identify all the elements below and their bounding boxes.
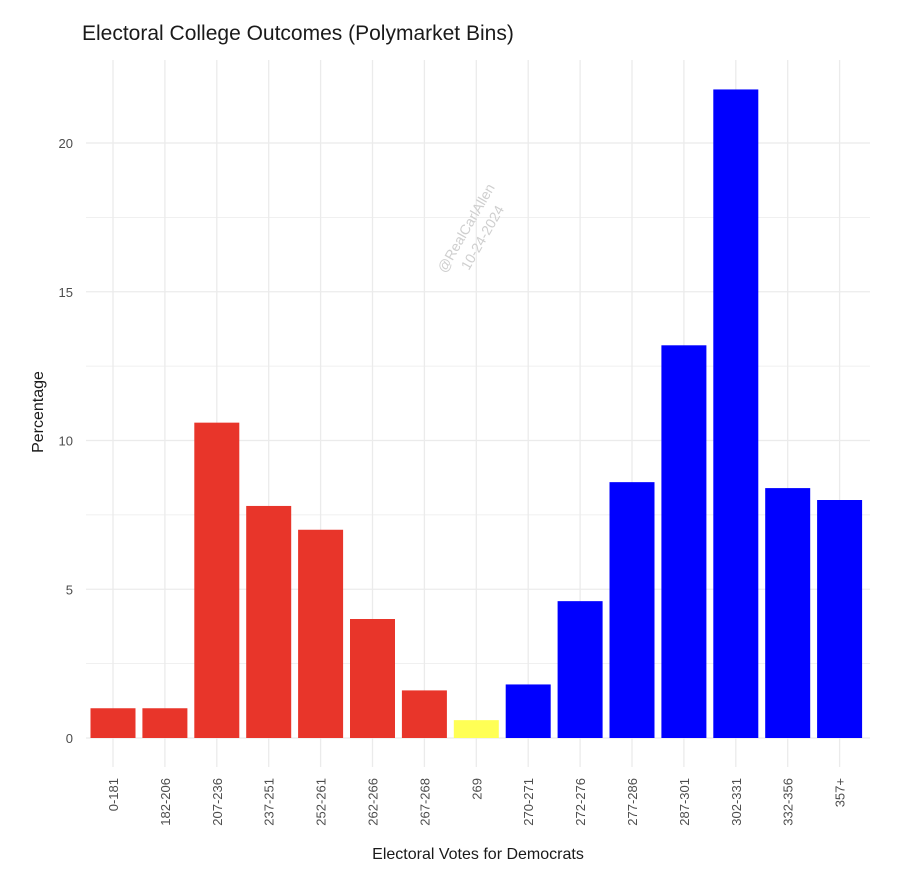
bar-357+ <box>817 500 863 738</box>
x-tick-label: 287-301 <box>677 778 692 826</box>
bar-270-271 <box>505 684 551 738</box>
bar-182-206 <box>142 708 188 738</box>
bars <box>90 89 863 738</box>
bar-237-251 <box>246 505 292 738</box>
y-axis-ticks: 0 5 10 15 20 <box>59 136 73 746</box>
y-tick-label: 15 <box>59 285 73 300</box>
y-tick-label: 20 <box>59 136 73 151</box>
bar-267-268 <box>401 690 447 738</box>
x-tick-label: 267-268 <box>417 778 432 826</box>
x-tick-label: 277-286 <box>625 778 640 826</box>
x-tick-label: 332-356 <box>781 778 796 826</box>
chart-title: Electoral College Outcomes (Polymarket B… <box>82 22 514 45</box>
bar-277-286 <box>609 482 655 738</box>
y-tick-label: 0 <box>66 731 73 746</box>
bar-272-276 <box>557 601 603 738</box>
x-tick-label: 262-266 <box>366 778 381 826</box>
x-tick-label: 207-236 <box>210 778 225 826</box>
x-tick-label: 237-251 <box>262 778 277 826</box>
x-axis-ticks: 0-181 182-206 207-236 237-251 252-261 262-266… <box>106 778 848 826</box>
x-tick-label: 0-181 <box>106 778 121 811</box>
x-tick-label: 272-276 <box>573 778 588 826</box>
x-tick-label: 302-331 <box>729 778 744 826</box>
bar-207-236 <box>194 422 240 738</box>
y-tick-label: 10 <box>59 434 73 449</box>
x-axis-title: Electoral Votes for Democrats <box>372 846 584 863</box>
x-tick-label: 270-271 <box>521 778 536 826</box>
watermark: @RealCarlAllen 10-24-2024 <box>434 181 507 275</box>
x-tick-label: 252-261 <box>314 778 329 826</box>
bar-287-301 <box>661 345 707 738</box>
bar-302-331 <box>713 89 759 738</box>
y-axis-title: Percentage <box>30 371 47 453</box>
bar-332-356 <box>765 488 811 738</box>
bar-262-266 <box>350 619 395 738</box>
bar-0-181 <box>90 708 136 738</box>
x-tick-label: 357+ <box>833 778 848 807</box>
y-tick-label: 5 <box>66 582 73 597</box>
x-tick-label: 182-206 <box>158 778 173 826</box>
bar-252-261 <box>298 529 344 738</box>
x-tick-label: 269 <box>469 778 484 800</box>
bar-269 <box>453 720 499 738</box>
